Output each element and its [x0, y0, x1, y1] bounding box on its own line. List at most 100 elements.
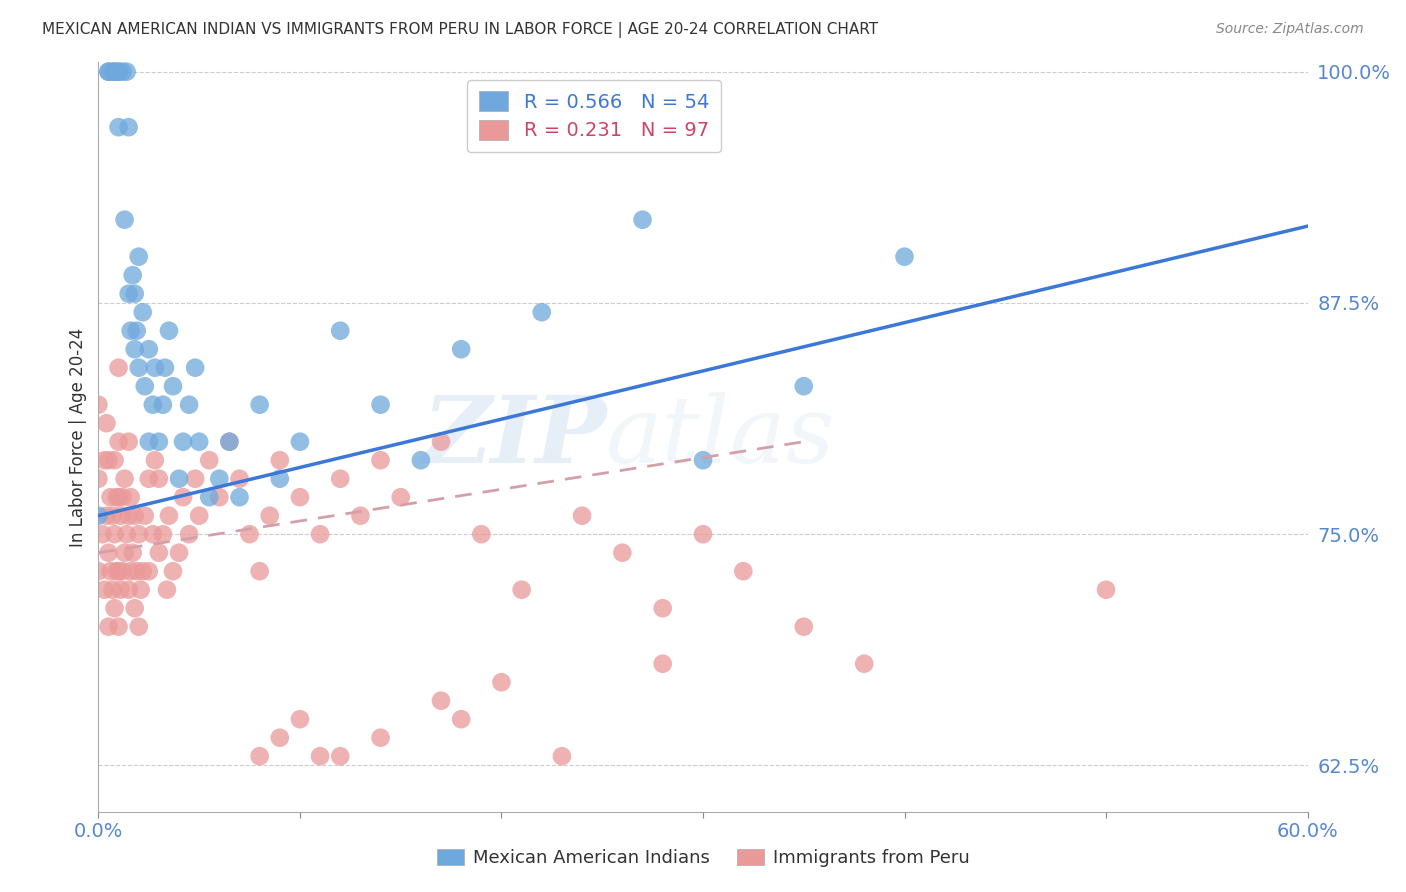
Point: [128, 527, 150, 541]
Point: [153, 360, 176, 375]
Point: [110, 508, 132, 523]
Point: [125, 324, 148, 338]
Point: [138, 564, 160, 578]
Point: [105, 490, 128, 504]
Point: [162, 564, 184, 578]
Point: [651, 601, 673, 615]
Point: [152, 527, 174, 541]
Point: [138, 434, 160, 449]
Point: [103, 601, 125, 615]
Point: [409, 453, 432, 467]
Text: ZIP: ZIP: [422, 392, 606, 482]
Point: [118, 508, 141, 523]
Point: [651, 657, 673, 671]
Point: [228, 472, 250, 486]
Point: [129, 582, 152, 597]
Point: [97, 64, 120, 78]
Text: atlas: atlas: [606, 392, 835, 482]
Point: [239, 527, 262, 541]
Point: [97, 453, 120, 467]
Point: [198, 490, 221, 504]
Point: [132, 564, 155, 578]
Point: [249, 749, 271, 764]
Point: [370, 731, 392, 745]
Point: [107, 620, 129, 634]
Point: [309, 749, 332, 764]
Point: [249, 564, 271, 578]
Point: [100, 490, 122, 504]
Point: [370, 398, 392, 412]
Point: [142, 527, 165, 541]
Point: [115, 64, 138, 78]
Point: [118, 582, 141, 597]
Point: [218, 434, 240, 449]
Point: [107, 64, 129, 78]
Point: [124, 286, 146, 301]
Y-axis label: In Labor Force | Age 20-24: In Labor Force | Age 20-24: [69, 327, 87, 547]
Point: [510, 582, 533, 597]
Point: [491, 675, 513, 690]
Point: [329, 749, 352, 764]
Point: [120, 490, 142, 504]
Point: [148, 546, 170, 560]
Point: [249, 398, 271, 412]
Point: [450, 342, 472, 356]
Point: [143, 453, 166, 467]
Point: [96, 508, 118, 523]
Point: [530, 305, 553, 319]
Point: [97, 620, 120, 634]
Point: [198, 453, 221, 467]
Point: [128, 250, 150, 264]
Point: [118, 434, 141, 449]
Point: [100, 564, 122, 578]
Point: [184, 472, 207, 486]
Point: [125, 564, 148, 578]
Point: [114, 472, 136, 486]
Point: [124, 508, 146, 523]
Point: [228, 490, 250, 504]
Point: [288, 712, 311, 726]
Legend: Mexican American Indians, Immigrants from Peru: Mexican American Indians, Immigrants fro…: [429, 841, 977, 874]
Point: [138, 472, 160, 486]
Point: [259, 508, 281, 523]
Point: [111, 564, 134, 578]
Point: [101, 582, 124, 597]
Point: [288, 434, 311, 449]
Point: [162, 379, 184, 393]
Point: [793, 620, 815, 634]
Point: [128, 360, 150, 375]
Point: [329, 472, 352, 486]
Point: [87, 398, 110, 412]
Point: [128, 620, 150, 634]
Point: [269, 731, 291, 745]
Point: [450, 712, 472, 726]
Point: [121, 268, 143, 283]
Point: [124, 601, 146, 615]
Point: [551, 749, 574, 764]
Point: [138, 342, 160, 356]
Point: [179, 527, 201, 541]
Point: [107, 120, 129, 135]
Point: [269, 453, 291, 467]
Point: [110, 582, 132, 597]
Point: [118, 286, 141, 301]
Point: [132, 305, 155, 319]
Point: [893, 250, 915, 264]
Point: [853, 657, 876, 671]
Point: [571, 508, 593, 523]
Point: [152, 398, 174, 412]
Point: [103, 64, 125, 78]
Point: [733, 564, 755, 578]
Point: [101, 508, 124, 523]
Point: [370, 453, 392, 467]
Point: [114, 546, 136, 560]
Point: [269, 472, 291, 486]
Point: [105, 564, 128, 578]
Point: [631, 212, 654, 227]
Point: [111, 490, 134, 504]
Point: [111, 64, 134, 78]
Point: [167, 546, 190, 560]
Point: [157, 324, 180, 338]
Point: [103, 527, 125, 541]
Point: [107, 490, 129, 504]
